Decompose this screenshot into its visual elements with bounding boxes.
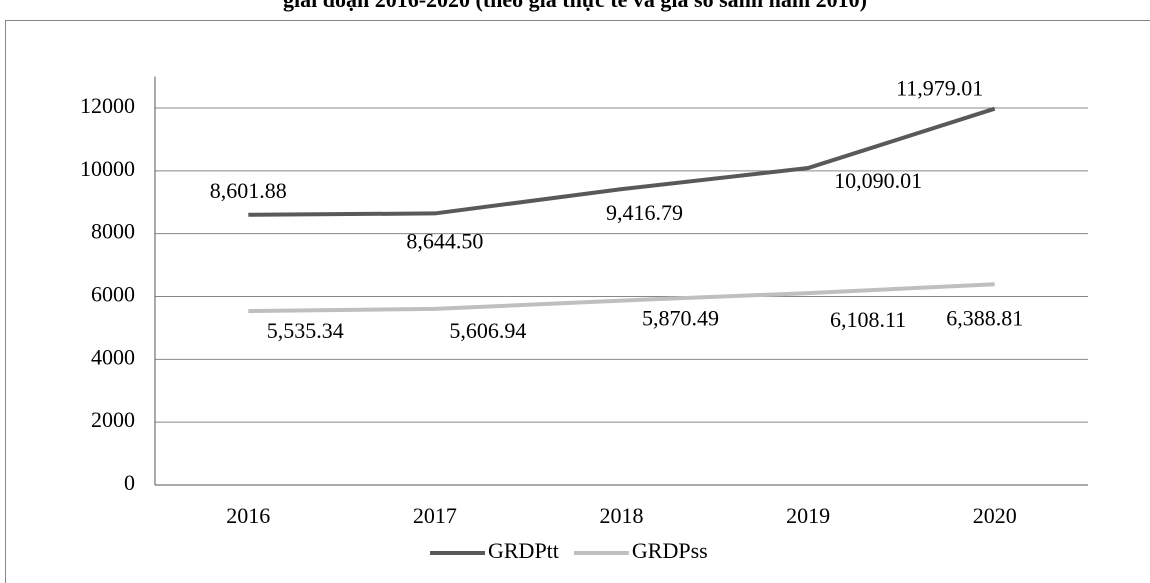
data-label: 11,979.01 — [896, 76, 983, 101]
legend-label: GRDPss — [632, 538, 708, 563]
x-tick-label: 2017 — [413, 503, 457, 528]
chart-title: giai đoạn 2016-2020 (theo giá thực tế và… — [283, 0, 867, 12]
y-tick-label: 0 — [124, 470, 135, 495]
data-label: 5,870.49 — [642, 306, 719, 331]
data-label: 5,606.94 — [449, 318, 526, 343]
y-tick-label: 4000 — [91, 344, 135, 369]
legend-label: GRDPtt — [488, 538, 559, 563]
data-label: 10,090.01 — [834, 168, 922, 193]
x-tick-label: 2020 — [973, 503, 1017, 528]
data-label: 6,108.11 — [830, 307, 906, 332]
y-tick-label: 2000 — [91, 407, 135, 432]
data-label: 8,644.50 — [406, 228, 483, 253]
y-tick-label: 8000 — [91, 219, 135, 244]
x-tick-label: 2016 — [226, 503, 270, 528]
y-tick-label: 6000 — [91, 282, 135, 307]
data-label: 5,535.34 — [267, 318, 344, 343]
series-line — [248, 106, 996, 217]
x-tick-label: 2019 — [786, 503, 830, 528]
y-tick-label: 10000 — [80, 156, 135, 181]
data-label: 8,601.88 — [210, 178, 287, 203]
y-tick-label: 12000 — [80, 93, 135, 118]
x-tick-label: 2018 — [600, 503, 644, 528]
data-label: 9,416.79 — [606, 200, 683, 225]
data-label: 6,388.81 — [946, 305, 1023, 330]
series-line — [248, 282, 995, 314]
